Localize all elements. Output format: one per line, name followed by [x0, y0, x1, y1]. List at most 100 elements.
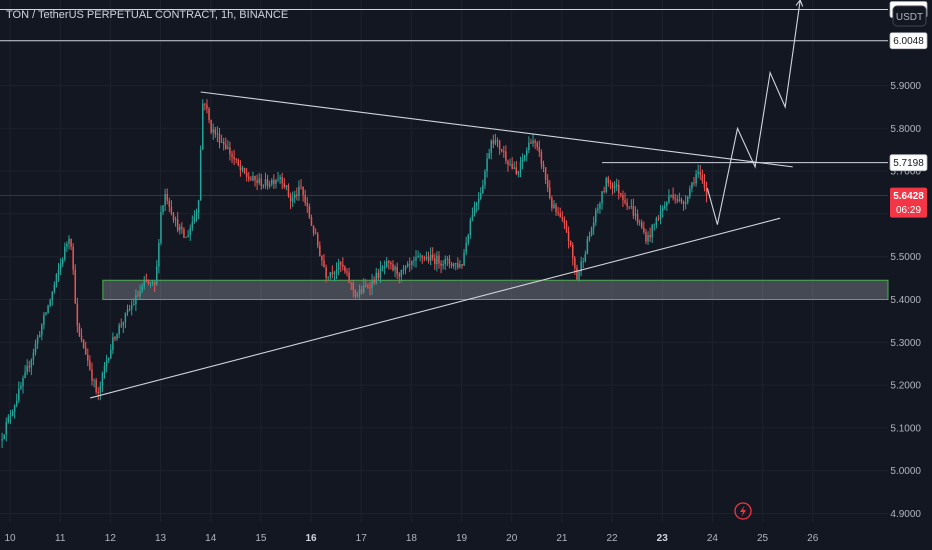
currency-button[interactable]: USDT: [892, 5, 927, 27]
candle-body: [461, 264, 463, 266]
candle-body: [622, 195, 624, 201]
candle-body: [174, 219, 177, 221]
x-tick-label: 16: [305, 533, 317, 544]
candle-body: [613, 186, 616, 189]
candle-body: [475, 202, 478, 206]
candle-body: [567, 231, 570, 241]
candle-body: [569, 240, 572, 246]
candle-body: [563, 219, 566, 224]
candle-body: [670, 194, 672, 197]
candle-body: [176, 219, 179, 231]
candle-body: [220, 141, 223, 143]
candle-body: [402, 269, 405, 271]
candle-body: [534, 140, 536, 143]
candle-body: [638, 222, 641, 224]
candle-body: [74, 269, 77, 304]
candle-body: [279, 177, 281, 180]
candle-body: [463, 252, 465, 266]
projection-arrowhead: [795, 0, 804, 7]
candle-body: [105, 360, 108, 366]
candle-body: [107, 358, 110, 361]
candle-body: [235, 159, 237, 160]
x-tick-label: 20: [506, 533, 518, 544]
candle-body: [76, 303, 79, 326]
candle-body: [225, 144, 227, 149]
candle-body: [181, 226, 183, 229]
x-tick-label: 25: [757, 533, 769, 544]
candle-body: [99, 386, 102, 394]
candle-body: [404, 266, 407, 270]
candle-body: [542, 164, 545, 168]
event-lightning-icon[interactable]: [734, 502, 752, 520]
candle-body: [607, 178, 610, 184]
candle-body: [385, 261, 388, 267]
candle-body: [356, 294, 359, 297]
candle-body: [15, 400, 18, 406]
candle-body: [41, 324, 43, 336]
candle-body: [168, 200, 171, 207]
candle-body: [705, 187, 708, 195]
candle-body: [394, 267, 396, 271]
candle-body: [239, 165, 242, 171]
candle-body: [634, 213, 637, 216]
x-tick-label: 15: [255, 533, 267, 544]
candle-body: [212, 129, 214, 133]
candle-body: [80, 335, 83, 340]
candle-body: [601, 191, 603, 204]
candle-body: [653, 224, 656, 226]
candle-body: [431, 254, 434, 259]
candle-body: [636, 213, 639, 223]
candle-body: [373, 279, 375, 283]
candles-group: [1, 99, 708, 449]
candle-body: [396, 267, 398, 274]
candle-body: [540, 152, 543, 165]
candle-body: [686, 196, 689, 203]
candle-body: [448, 258, 451, 264]
candle-body: [118, 325, 120, 335]
candle-body: [425, 256, 428, 259]
candle-body: [293, 194, 296, 199]
candle-body: [434, 258, 436, 265]
candle-body: [147, 280, 150, 284]
candle-body: [640, 222, 643, 228]
candle-body: [492, 140, 495, 144]
candle-body: [586, 238, 589, 254]
candle-body: [321, 255, 323, 261]
candle-body: [572, 245, 574, 258]
candle-body: [507, 160, 509, 165]
candle-body: [89, 360, 91, 370]
time-axis[interactable]: 10 11 12 13 14 15 16 17 18 19 20 21 22 23 24 25 26: [4, 533, 818, 544]
candle-body: [643, 227, 645, 233]
candle-body: [630, 206, 633, 207]
x-tick-label: 24: [707, 533, 719, 544]
candle-body: [300, 186, 302, 188]
candle-body: [695, 173, 697, 184]
candle-body: [703, 181, 706, 188]
candle-body: [390, 262, 392, 265]
candle-body: [645, 232, 647, 242]
candle-body: [348, 272, 350, 283]
candle-body: [620, 193, 622, 196]
candle-body: [61, 259, 64, 264]
candle-body: [214, 129, 217, 135]
candle-body: [411, 261, 413, 265]
candle-body: [329, 272, 332, 277]
candle-body: [676, 199, 679, 201]
candle-body: [156, 266, 158, 285]
candle-body: [145, 280, 148, 282]
candle-body: [519, 161, 522, 172]
candle-body: [277, 179, 279, 181]
candle-body: [49, 300, 51, 306]
candle-body: [281, 177, 283, 184]
y-tick-label: 5.2000: [890, 381, 921, 392]
candle-body: [663, 205, 666, 209]
candle-body: [78, 325, 81, 336]
candle-body: [216, 133, 219, 135]
candle-body: [678, 199, 681, 201]
candle-body: [306, 202, 309, 207]
support-zone-group: [102, 279, 889, 301]
candle-body: [392, 264, 394, 271]
candle-body: [110, 349, 112, 359]
candle-body: [3, 434, 5, 440]
